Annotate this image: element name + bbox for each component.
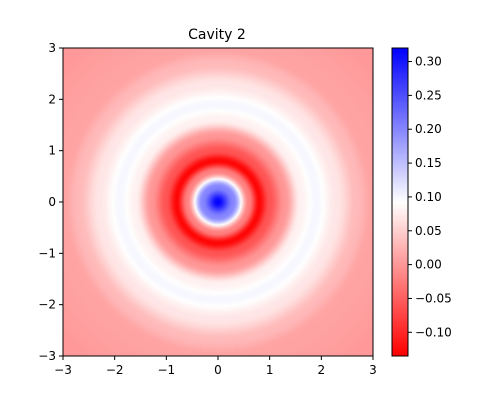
colorbar-tick-label: 0.30 <box>415 55 442 69</box>
y-tick-label: −2 <box>38 298 56 312</box>
colorbar-canvas <box>392 48 408 356</box>
heatmap-area <box>63 48 373 356</box>
colorbar-axis: 0.30 0.25 0.20 0.15 0.10 0.05 0.00 −0.05 −0.10 <box>408 55 452 339</box>
y-tick-label: 2 <box>48 92 56 106</box>
colorbar-frame <box>391 47 409 357</box>
colorbar-tick-label: 0.00 <box>415 258 442 272</box>
chart-title: Cavity 2 <box>188 27 246 43</box>
colorbar-area <box>392 48 408 356</box>
y-tick-label: −1 <box>38 246 56 260</box>
x-tick-label: −3 <box>54 363 72 377</box>
colorbar-tick-label: −0.05 <box>415 291 452 305</box>
colorbar-tick-label: 0.25 <box>415 88 442 102</box>
x-tick-label: 0 <box>214 363 222 377</box>
x-tick-label: −1 <box>157 363 175 377</box>
x-tick-label: 3 <box>369 363 377 377</box>
x-tick-label: −2 <box>106 363 124 377</box>
colorbar-tick-label: 0.20 <box>415 122 442 136</box>
colorbar-tick-label: 0.10 <box>415 190 442 204</box>
heatmap-canvas <box>63 48 373 356</box>
y-tick-label: −3 <box>38 349 56 363</box>
x-tick-label: 1 <box>266 363 274 377</box>
y-tick-label: 0 <box>48 195 56 209</box>
y-axis: −3 −2 −1 0 1 2 3 <box>38 41 63 363</box>
colorbar-tick-label: 0.15 <box>415 156 442 170</box>
x-tick-label: 2 <box>318 363 326 377</box>
colorbar-tick-label: 0.05 <box>415 224 442 238</box>
colorbar-tick-label: −0.10 <box>415 325 452 339</box>
x-axis: −3 −2 −1 0 1 2 3 <box>54 356 377 377</box>
y-tick-label: 1 <box>48 144 56 158</box>
y-tick-label: 3 <box>48 41 56 55</box>
